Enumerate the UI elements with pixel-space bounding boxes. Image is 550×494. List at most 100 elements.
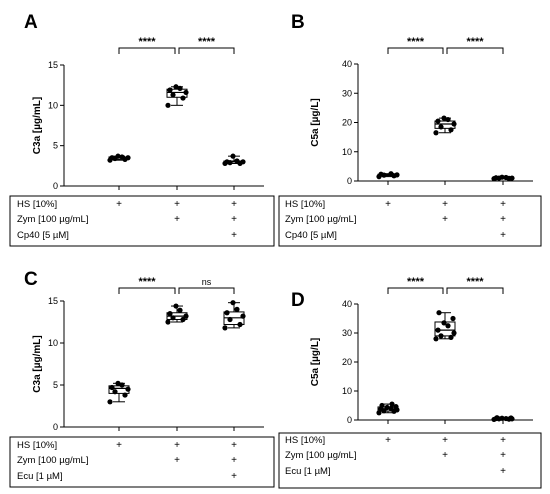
box-group-3 [222, 153, 246, 167]
data-point [180, 316, 186, 323]
y-axis-label: C5a [µg/L] [310, 338, 321, 387]
condition-mark: + [442, 435, 448, 446]
data-point [107, 399, 113, 405]
y-tick-label: 10 [342, 147, 352, 157]
data-point [433, 130, 439, 136]
condition-table-border [9, 195, 275, 247]
panel-label: D [291, 290, 305, 311]
data-point [436, 310, 442, 316]
bracket-line [446, 47, 504, 54]
bracket-line [387, 287, 444, 294]
significance-bracket-2: **** [446, 276, 504, 294]
panel-d: D 0 10 20 30 40 C5a [µg/L] **** **** HS [10%] + + + Z… [278, 276, 542, 489]
condition-mark: + [231, 199, 237, 210]
y-tick-label: 30 [342, 328, 352, 338]
condition-label: HS [10%] [285, 199, 325, 210]
y-tick-label: 40 [342, 59, 352, 69]
condition-table-border [278, 432, 542, 489]
condition-label: Zym [100 µg/mL] [17, 455, 88, 466]
data-point [234, 306, 240, 312]
data-point [435, 327, 441, 333]
y-tick-label: 10 [48, 338, 58, 348]
bracket-line [178, 287, 235, 294]
y-tick-label: 0 [53, 181, 58, 191]
data-point [125, 155, 131, 161]
data-point [394, 172, 400, 178]
y-tick-label: 10 [48, 100, 58, 110]
data-point [180, 95, 186, 101]
data-point [115, 153, 121, 159]
data-point [508, 415, 514, 421]
condition-mark: + [231, 440, 237, 451]
data-point [379, 402, 385, 409]
data-point [438, 124, 444, 130]
data-point [389, 401, 395, 407]
condition-mark: + [442, 214, 448, 225]
condition-table: HS [10%] + + + Zym [100 µg/mL] + + Cp40 [5 µM] + [9, 195, 275, 247]
y-tick-label: 10 [342, 386, 352, 396]
data-point [173, 303, 179, 309]
significance-bracket-2: **** [178, 36, 235, 54]
condition-mark: + [500, 466, 506, 477]
bracket-line [446, 287, 504, 294]
significance-bracket-2: ns [178, 277, 235, 294]
y-tick-label: 0 [53, 422, 58, 432]
panel-label: C [24, 269, 38, 290]
significance-label: **** [407, 276, 425, 288]
condition-mark: + [500, 199, 506, 210]
data-point [493, 175, 499, 181]
data-point [224, 159, 230, 165]
box-group-3 [222, 300, 246, 331]
significance-label: **** [138, 36, 156, 48]
data-point [451, 121, 457, 127]
y-tick-label: 30 [342, 88, 352, 98]
data-point [165, 319, 171, 325]
condition-mark: + [442, 199, 448, 210]
condition-mark: + [116, 440, 122, 451]
data-point [119, 154, 125, 160]
y-axis-label: C3a [µg/mL] [32, 97, 43, 154]
data-point [177, 307, 183, 313]
significance-label: **** [466, 276, 484, 288]
data-point [230, 153, 236, 159]
significance-label: **** [466, 36, 484, 48]
data-point [115, 380, 121, 386]
data-point [167, 87, 173, 93]
data-point [230, 300, 236, 306]
data-point [448, 127, 454, 133]
data-point [183, 313, 189, 319]
condition-table-border [9, 436, 275, 488]
data-point [173, 84, 179, 90]
data-point [441, 115, 447, 121]
data-point [170, 92, 176, 98]
condition-table: HS [10%] + + + Zym [100 µg/mL] + + Ecu [1 µM] + [9, 436, 275, 488]
condition-label: Zym [100 µg/mL] [285, 214, 356, 225]
data-point [167, 311, 173, 317]
y-axis-label: C3a [µg/mL] [32, 335, 43, 392]
y-tick-label: 5 [53, 380, 58, 390]
condition-mark: + [231, 214, 237, 225]
significance-bracket-1: **** [118, 36, 176, 54]
y-tick-label: 40 [342, 299, 352, 309]
bracket-line [118, 287, 176, 294]
condition-label: Zym [100 µg/mL] [285, 450, 356, 461]
significance-bracket-1: **** [387, 36, 444, 54]
data-point [445, 323, 451, 329]
y-tick-label: 5 [53, 141, 58, 151]
box-group-2 [165, 303, 189, 325]
box-group-1 [107, 153, 131, 163]
condition-table: HS [10%] + + + Zym [100 µg/mL] + + Ecu [1 µM] + [278, 432, 542, 489]
panel-label: B [291, 12, 305, 33]
significance-label: **** [407, 36, 425, 48]
box-group-3 [491, 174, 515, 182]
condition-mark: + [500, 214, 506, 225]
data-point [237, 321, 243, 328]
condition-label: Cp40 [5 µM] [285, 230, 337, 241]
data-point [448, 334, 454, 340]
bracket-line [178, 47, 235, 54]
data-point [177, 85, 183, 91]
condition-label: Zym [100 µg/mL] [17, 214, 88, 225]
y-tick-label: 15 [48, 296, 58, 306]
significance-label: **** [138, 276, 156, 288]
data-point [183, 89, 189, 96]
